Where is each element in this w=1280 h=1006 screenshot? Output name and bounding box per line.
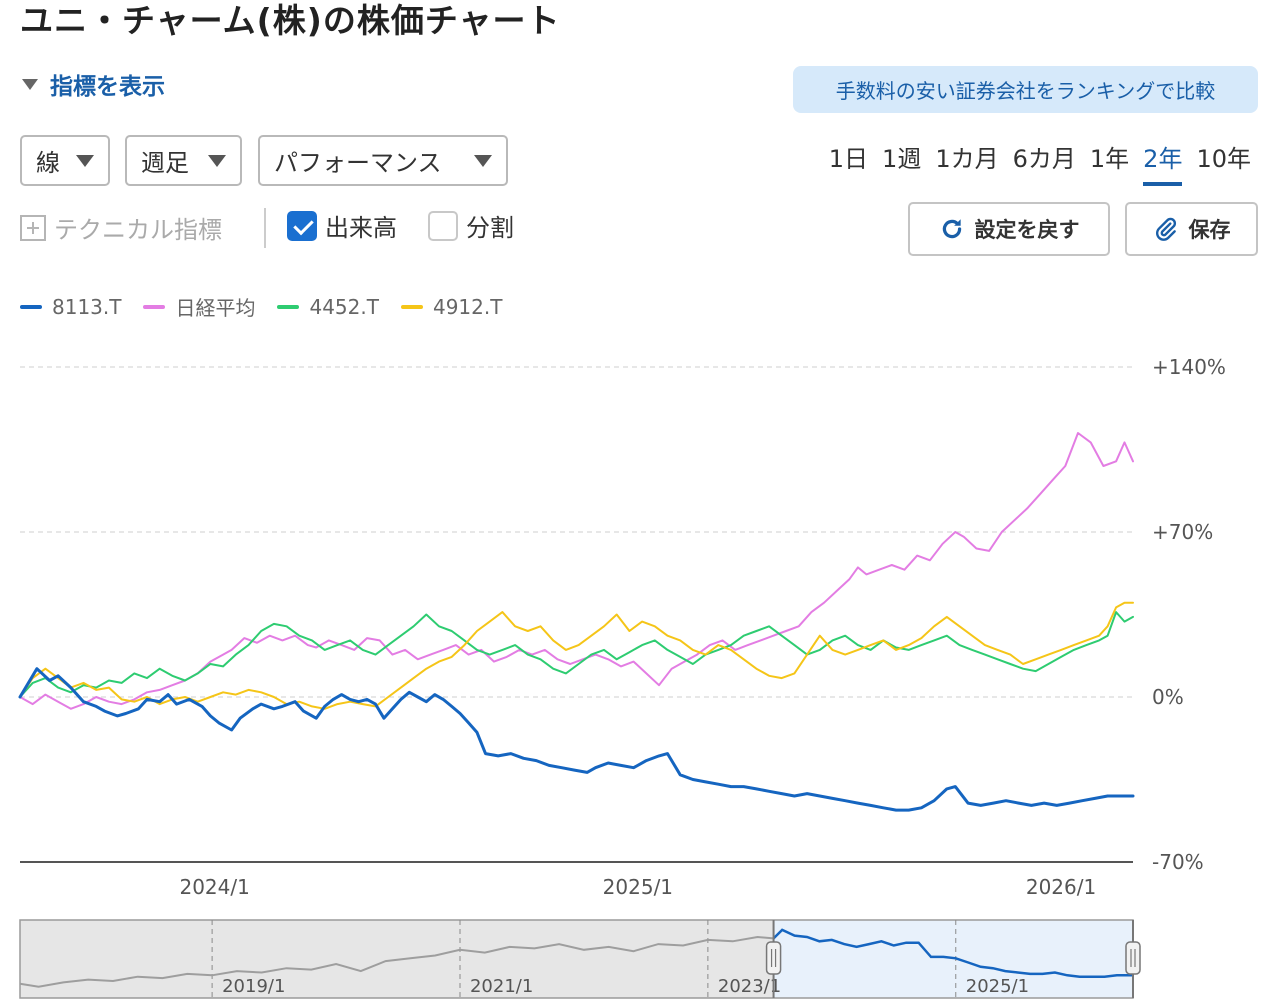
range-tab-1y[interactable]: 1年 bbox=[1089, 145, 1130, 173]
range-tab-10y[interactable]: 10年 bbox=[1196, 145, 1251, 173]
save-button[interactable]: 保存 bbox=[1125, 202, 1258, 256]
y-tick-label: -70% bbox=[1152, 850, 1204, 874]
legend-swatch-4452 bbox=[277, 304, 300, 309]
y-tick-label: +70% bbox=[1152, 520, 1213, 544]
mode-select[interactable]: パフォーマンス bbox=[258, 135, 508, 186]
page-title: ユニ・チャーム(株)の株価チャート bbox=[20, 1, 561, 40]
legend-swatch-nikkei bbox=[143, 304, 166, 309]
legend-item-8113[interactable]: 8113.T bbox=[20, 292, 121, 321]
split-checkbox[interactable]: 分割 bbox=[428, 208, 514, 243]
legend-item-4452[interactable]: 4452.T bbox=[277, 292, 379, 321]
range-navigator[interactable]: 2019/1 2021/1 2023/1 2025/1 bbox=[0, 912, 1280, 1002]
mode-value: パフォーマンス bbox=[274, 149, 442, 177]
plus-box-icon bbox=[20, 214, 46, 241]
divider bbox=[264, 208, 266, 248]
y-tick-label: +140% bbox=[1152, 355, 1226, 379]
x-tick-label: 2026/1 bbox=[1026, 875, 1096, 899]
navigator-history-line bbox=[19, 935, 774, 988]
legend-swatch-4912 bbox=[400, 304, 423, 309]
legend-label-4912: 4912.T bbox=[432, 294, 503, 319]
reset-settings-label: 設定を戻す bbox=[974, 218, 1080, 242]
checkbox-split-box[interactable] bbox=[428, 210, 458, 241]
period-value: 週足 bbox=[141, 149, 189, 177]
legend-item-4912[interactable]: 4912.T bbox=[400, 292, 503, 321]
x-tick-label: 2025/1 bbox=[603, 875, 673, 899]
split-label: 分割 bbox=[466, 214, 514, 242]
navigator-tick-label: 2019/1 bbox=[222, 976, 285, 997]
range-tab-1w[interactable]: 1週 bbox=[882, 145, 922, 173]
checkbox-volume-box[interactable] bbox=[287, 210, 317, 241]
legend-item-nikkei[interactable]: 日経平均 bbox=[143, 292, 255, 321]
navigator-selected-line bbox=[772, 928, 1133, 978]
series-line-4912.T bbox=[19, 601, 1134, 710]
navigator-handle-right[interactable] bbox=[1125, 941, 1141, 975]
legend-swatch-8113 bbox=[20, 304, 42, 309]
range-tab-1d[interactable]: 1日 bbox=[828, 145, 869, 173]
show-indicators-toggle[interactable]: 指標を表示 bbox=[22, 67, 165, 101]
technical-indicators-label: テクニカル指標 bbox=[54, 216, 222, 244]
show-indicators-label: 指標を表示 bbox=[50, 74, 165, 100]
paperclip-icon bbox=[1155, 217, 1176, 241]
range-tab-2y[interactable]: 2年 bbox=[1136, 142, 1189, 186]
refresh-icon bbox=[942, 219, 961, 239]
legend-label-nikkei: 日経平均 bbox=[175, 296, 256, 320]
series-line-日経平均 bbox=[19, 432, 1134, 710]
performance-chart[interactable]: +140% +70% 0% -70% 2024/1 2025/1 2026/1 bbox=[0, 330, 1280, 905]
chart-type-value: 線 bbox=[36, 149, 60, 177]
chevron-down-icon bbox=[208, 154, 226, 167]
series-line-4452.T bbox=[19, 611, 1134, 698]
chart-type-select[interactable]: 線 bbox=[20, 135, 110, 186]
x-tick-label: 2024/1 bbox=[179, 875, 249, 899]
range-tab-6m[interactable]: 6カ月 bbox=[1012, 145, 1076, 173]
technical-indicators-button[interactable]: テクニカル指標 bbox=[20, 210, 222, 245]
volume-label: 出来高 bbox=[325, 214, 397, 242]
series-line-8113.T bbox=[18, 667, 1135, 812]
navigator-handle-left[interactable] bbox=[765, 941, 782, 975]
range-tab-1m[interactable]: 1カ月 bbox=[935, 145, 999, 173]
triangle-down-icon bbox=[22, 78, 38, 90]
legend-label-4452: 4452.T bbox=[309, 294, 379, 319]
reset-settings-button[interactable]: 設定を戻す bbox=[908, 202, 1110, 256]
navigator-tick-label: 2023/1 bbox=[718, 976, 781, 997]
volume-checkbox[interactable]: 出来高 bbox=[287, 208, 397, 243]
chart-legend: 8113.T 日経平均 4452.T 4912.T bbox=[20, 292, 502, 321]
navigator-tick-label: 2025/1 bbox=[966, 976, 1029, 997]
broker-ranking-link[interactable]: 手数料の安い証券会社をランキングで比較 bbox=[793, 66, 1258, 113]
chevron-down-icon bbox=[76, 154, 94, 167]
navigator-tick-label: 2021/1 bbox=[470, 976, 533, 997]
y-tick-label: 0% bbox=[1152, 685, 1184, 709]
chevron-down-icon bbox=[474, 154, 492, 167]
save-label: 保存 bbox=[1188, 218, 1231, 242]
period-select[interactable]: 週足 bbox=[125, 135, 242, 186]
range-tabs: 1日 1週 1カ月 6カ月 1年 2年 10年 bbox=[822, 142, 1258, 186]
legend-label-8113: 8113.T bbox=[52, 294, 122, 319]
